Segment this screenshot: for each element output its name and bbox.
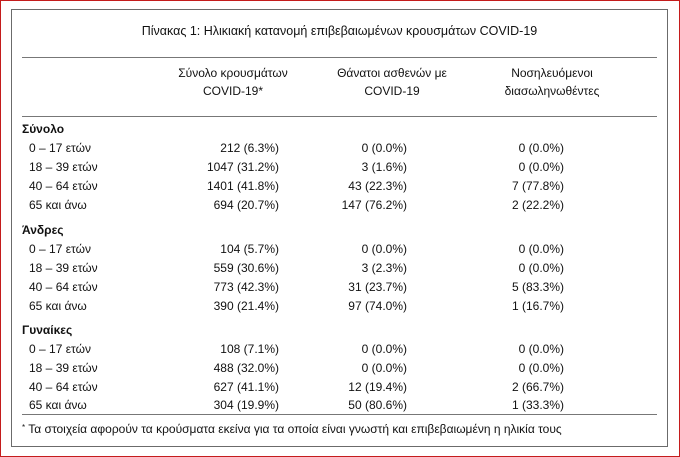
intubated-cell: 1 (16.7%)	[511, 299, 564, 313]
intubated-cell: 7 (77.8%)	[511, 179, 564, 193]
age-group-label: 0 – 17 ετών	[29, 342, 91, 356]
intubated-cell: 0 (0.0%)	[518, 141, 564, 155]
intubated-cell: 0 (0.0%)	[518, 160, 564, 174]
table-row: 40 – 64 ετών 773 (42.3%) 31 (23.7%) 5 (8…	[12, 278, 667, 297]
section-label: Άνδρες	[22, 223, 64, 237]
table-row: 18 – 39 ετών 1047 (31.2%) 3 (1.6%) 0 (0.…	[12, 158, 667, 177]
table-title: Πίνακας 1: Ηλικιακή κατανομή επιβεβαιωμέ…	[141, 24, 538, 38]
rule-header	[22, 116, 657, 117]
cases-cell: 390 (21.4%)	[213, 299, 279, 313]
age-group-label: 18 – 39 ετών	[29, 160, 98, 174]
column-header-line: COVID-19	[364, 84, 420, 98]
deaths-cell: 0 (0.0%)	[361, 361, 407, 375]
age-group-label: 40 – 64 ετών	[29, 380, 98, 394]
deaths-cell: 3 (2.3%)	[361, 261, 407, 275]
intubated-cell: 5 (83.3%)	[511, 280, 564, 294]
table-row: 65 και άνω 304 (19.9%) 50 (80.6%) 1 (33.…	[12, 396, 667, 415]
cases-cell: 694 (20.7%)	[213, 198, 279, 212]
section-label: Γυναίκες	[22, 323, 73, 337]
deaths-cell: 0 (0.0%)	[361, 242, 407, 256]
age-group-label: 18 – 39 ετών	[29, 261, 98, 275]
deaths-cell: 43 (22.3%)	[348, 179, 407, 193]
intubated-cell: 0 (0.0%)	[518, 361, 564, 375]
footnote-text: Τα στοιχεία αφορούν τα κρούσματα εκείνα …	[28, 422, 562, 436]
column-header-line: διασωληνωθέντες	[504, 84, 600, 98]
table-row: 0 – 17 ετών 212 (6.3%) 0 (0.0%) 0 (0.0%)	[12, 139, 667, 158]
deaths-cell: 0 (0.0%)	[361, 342, 407, 356]
deaths-cell: 12 (19.4%)	[348, 380, 407, 394]
column-header-total-cases: Σύνολο κρουσμάτων COVID-19*	[153, 64, 313, 100]
intubated-cell: 0 (0.0%)	[518, 261, 564, 275]
table-row: 40 – 64 ετών 1401 (41.8%) 43 (22.3%) 7 (…	[12, 177, 667, 196]
age-group-label: 0 – 17 ετών	[29, 242, 91, 256]
cases-cell: 304 (19.9%)	[213, 398, 279, 412]
column-header-deaths: Θάνατοι ασθενών με COVID-19	[312, 64, 472, 100]
footnote-marker: *	[22, 423, 26, 432]
cases-cell: 108 (7.1%)	[220, 342, 279, 356]
intubated-cell: 2 (22.2%)	[511, 198, 564, 212]
deaths-cell: 147 (76.2%)	[341, 198, 407, 212]
cases-cell: 1047 (31.2%)	[206, 160, 279, 174]
column-header-line: COVID-19*	[202, 84, 264, 98]
age-group-label: 65 και άνω	[29, 398, 87, 412]
rule-top	[22, 57, 657, 58]
section-heading-men: Άνδρες	[12, 221, 667, 240]
column-header-line: Θάνατοι ασθενών με	[337, 66, 447, 80]
section-heading-women: Γυναίκες	[12, 321, 667, 340]
deaths-cell: 50 (80.6%)	[348, 398, 407, 412]
age-group-label: 65 και άνω	[29, 198, 87, 212]
table-panel: Πίνακας 1: Ηλικιακή κατανομή επιβεβαιωμέ…	[11, 9, 668, 447]
section-heading-total: Σύνολο	[12, 120, 667, 139]
age-group-label: 40 – 64 ετών	[29, 179, 98, 193]
intubated-cell: 1 (33.3%)	[511, 398, 564, 412]
deaths-cell: 3 (1.6%)	[361, 160, 407, 174]
age-group-label: 65 και άνω	[29, 299, 87, 313]
deaths-cell: 97 (74.0%)	[348, 299, 407, 313]
deaths-cell: 31 (23.7%)	[348, 280, 407, 294]
cases-cell: 488 (32.0%)	[213, 361, 279, 375]
age-group-label: 0 – 17 ετών	[29, 141, 91, 155]
intubated-cell: 2 (66.7%)	[511, 380, 564, 394]
table-row: 18 – 39 ετών 559 (30.6%) 3 (2.3%) 0 (0.0…	[12, 259, 667, 278]
intubated-cell: 0 (0.0%)	[518, 242, 564, 256]
table-row: 65 και άνω 390 (21.4%) 97 (74.0%) 1 (16.…	[12, 297, 667, 316]
cases-cell: 627 (41.1%)	[213, 380, 279, 394]
age-group-label: 40 – 64 ετών	[29, 280, 98, 294]
table-row: 0 – 17 ετών 104 (5.7%) 0 (0.0%) 0 (0.0%)	[12, 240, 667, 259]
age-group-label: 18 – 39 ετών	[29, 361, 98, 375]
cases-cell: 104 (5.7%)	[220, 242, 279, 256]
table-row: 18 – 39 ετών 488 (32.0%) 0 (0.0%) 0 (0.0…	[12, 359, 667, 378]
cases-cell: 773 (42.3%)	[213, 280, 279, 294]
cases-cell: 559 (30.6%)	[213, 261, 279, 275]
column-header-line: Νοσηλευόμενοι	[511, 66, 593, 80]
section-label: Σύνολο	[22, 122, 65, 136]
cases-cell: 1401 (41.8%)	[206, 179, 279, 193]
footnote: * Τα στοιχεία αφορούν τα κρούσματα εκείν…	[22, 421, 562, 437]
table-row: 40 – 64 ετών 627 (41.1%) 12 (19.4%) 2 (6…	[12, 378, 667, 397]
rule-bottom	[22, 414, 657, 415]
table-row: 65 και άνω 694 (20.7%) 147 (76.2%) 2 (22…	[12, 196, 667, 215]
column-header-intubated: Νοσηλευόμενοι διασωληνωθέντες	[472, 64, 632, 100]
intubated-cell: 0 (0.0%)	[518, 342, 564, 356]
column-header-line: Σύνολο κρουσμάτων	[178, 66, 288, 80]
table-row: 0 – 17 ετών 108 (7.1%) 0 (0.0%) 0 (0.0%)	[12, 340, 667, 359]
deaths-cell: 0 (0.0%)	[361, 141, 407, 155]
cases-cell: 212 (6.3%)	[220, 141, 279, 155]
